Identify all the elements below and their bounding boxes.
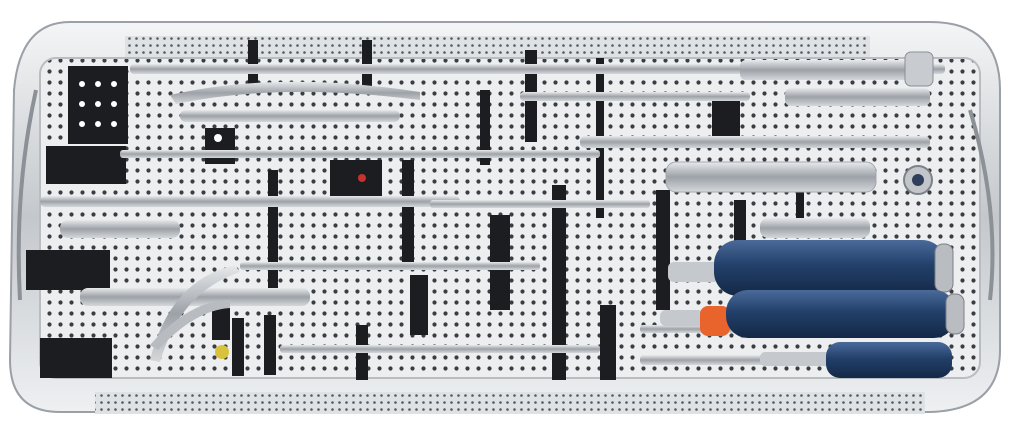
surgical-instruments: [40, 51, 945, 365]
tray-side-handles: [16, 89, 995, 301]
small-accents: [214, 134, 366, 359]
bracket-holes: [79, 81, 117, 127]
screwdriver-handles: [660, 240, 965, 378]
